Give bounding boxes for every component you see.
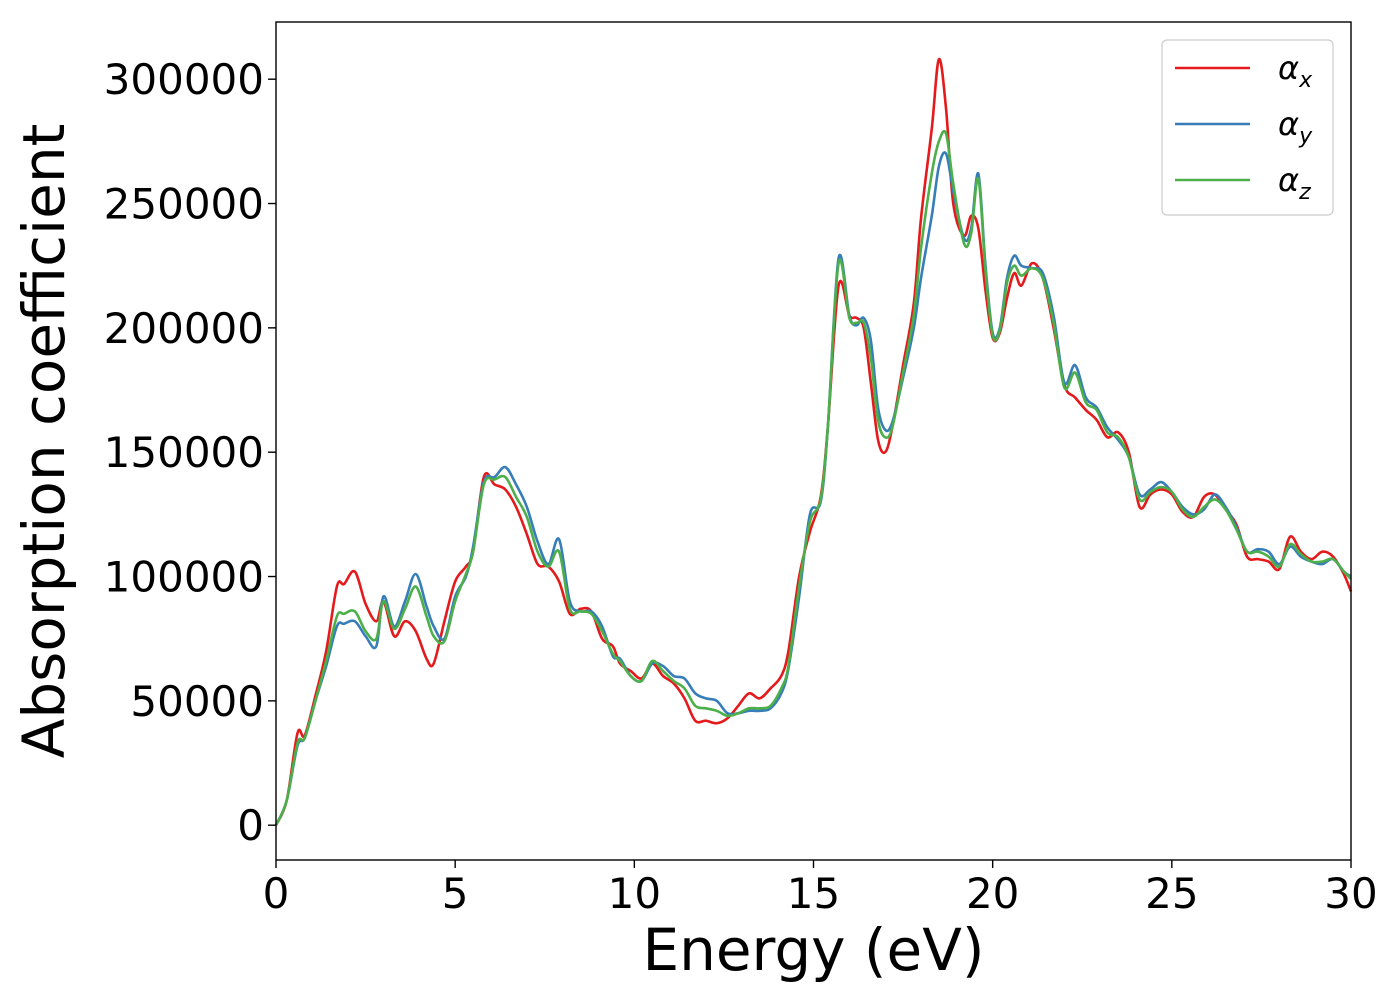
x-tick-label: 0 xyxy=(263,869,290,918)
series-layer xyxy=(274,57,1353,826)
legend-items: αx αy αz xyxy=(1175,49,1313,205)
legend-label-x: αx xyxy=(1278,49,1313,93)
y-axis-title: Absorption coefficient xyxy=(10,124,78,759)
x-tick-label: 15 xyxy=(787,869,840,918)
x-tick-label: 30 xyxy=(1324,869,1377,918)
x-tick-label: 25 xyxy=(1145,869,1198,918)
y-tick-label: 250000 xyxy=(104,180,264,229)
y-axis-ticks: 0 50000 100000 150000 200000 250000 300000 xyxy=(104,55,276,850)
y-tick-label: 300000 xyxy=(104,55,264,104)
x-tick-label: 20 xyxy=(966,869,1019,918)
series-line-y xyxy=(274,151,1352,826)
legend-box xyxy=(1161,39,1334,216)
y-tick-label: 100000 xyxy=(104,553,264,602)
series-line-z xyxy=(274,129,1352,826)
legend-label-y: αy xyxy=(1278,105,1313,149)
y-tick-label: 200000 xyxy=(104,304,264,353)
x-axis-ticks: 0 5 10 15 20 25 30 xyxy=(263,860,1378,918)
y-tick-label: 150000 xyxy=(104,428,264,477)
y-tick-label: 50000 xyxy=(130,677,264,726)
legend: αx αy αz xyxy=(1161,39,1334,216)
x-tick-label: 5 xyxy=(442,869,469,918)
x-axis-title: Energy (eV) xyxy=(642,916,984,984)
x-tick-label: 10 xyxy=(608,869,661,918)
y-tick-label: 0 xyxy=(237,801,264,850)
legend-label-z: αz xyxy=(1278,161,1311,205)
